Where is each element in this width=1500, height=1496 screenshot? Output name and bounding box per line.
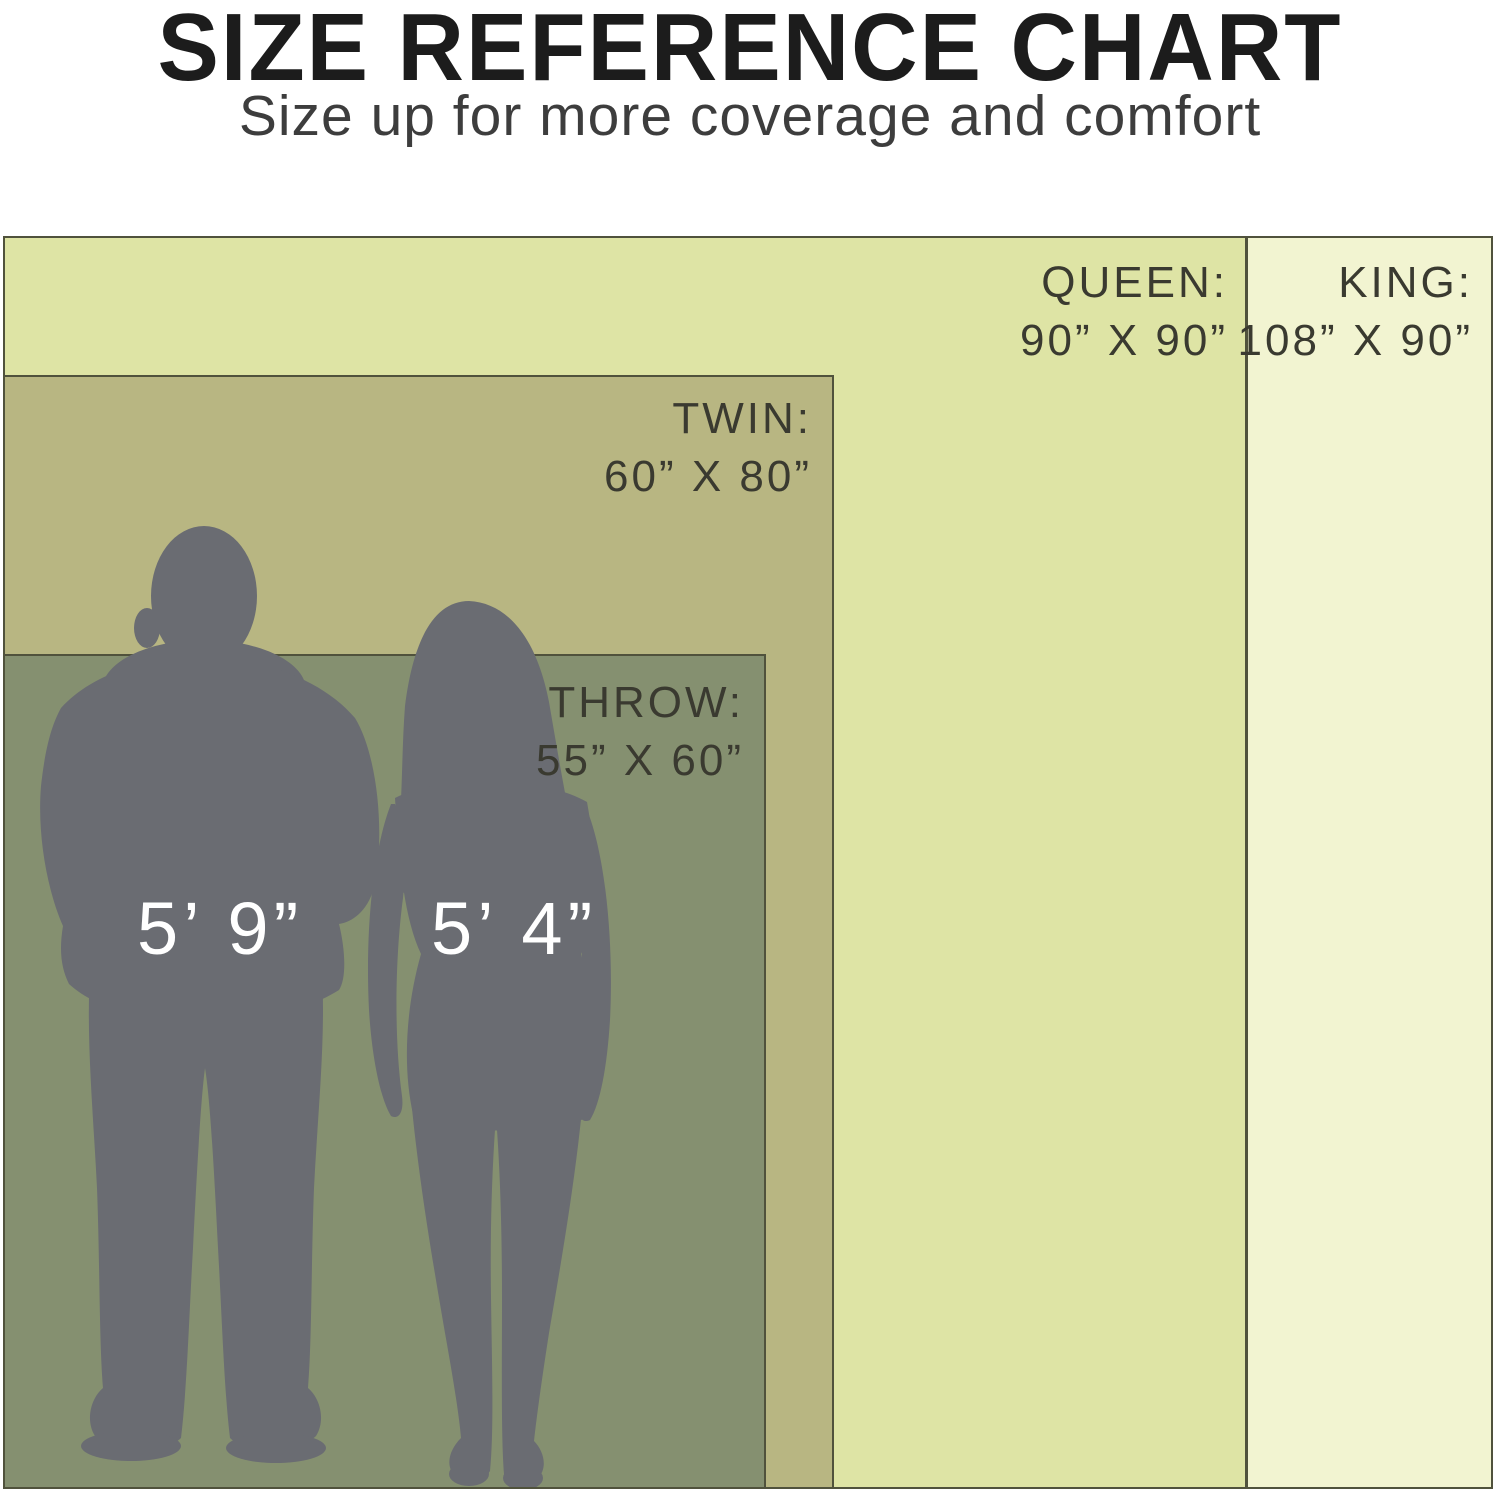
king-label-dimensions: 108” X 90” bbox=[1237, 316, 1473, 365]
woman-height-label: 5’ 4” bbox=[431, 887, 598, 970]
throw-label-name: THROW: bbox=[548, 678, 744, 727]
throw-label-dimensions: 55” X 60” bbox=[536, 736, 744, 785]
queen-label-dimensions: 90” X 90” bbox=[1020, 316, 1228, 365]
human-scale-figures bbox=[40, 526, 611, 1487]
queen-label-name: QUEEN: bbox=[1041, 258, 1228, 307]
king-label: KING: 108” X 90” bbox=[1238, 254, 1473, 370]
page-title: SIZE REFERENCE CHART bbox=[157, 0, 1343, 102]
twin-label-dimensions: 60” X 80” bbox=[604, 452, 812, 501]
twin-label-name: TWIN: bbox=[672, 394, 812, 443]
man-height-label: 5’ 9” bbox=[137, 887, 304, 970]
woman-silhouette bbox=[367, 601, 611, 1487]
size-comparison-chart: KING: 108” X 90” QUEEN: 90” X 90” TWIN: … bbox=[3, 236, 1493, 1489]
king-label-name: KING: bbox=[1338, 258, 1473, 307]
twin-label: TWIN: 60” X 80” bbox=[604, 390, 812, 506]
man-silhouette bbox=[40, 526, 380, 1463]
throw-label: THROW: 55” X 60” bbox=[536, 674, 744, 790]
page-subtitle: Size up for more coverage and comfort bbox=[238, 84, 1262, 148]
queen-label: QUEEN: 90” X 90” bbox=[1020, 254, 1228, 370]
